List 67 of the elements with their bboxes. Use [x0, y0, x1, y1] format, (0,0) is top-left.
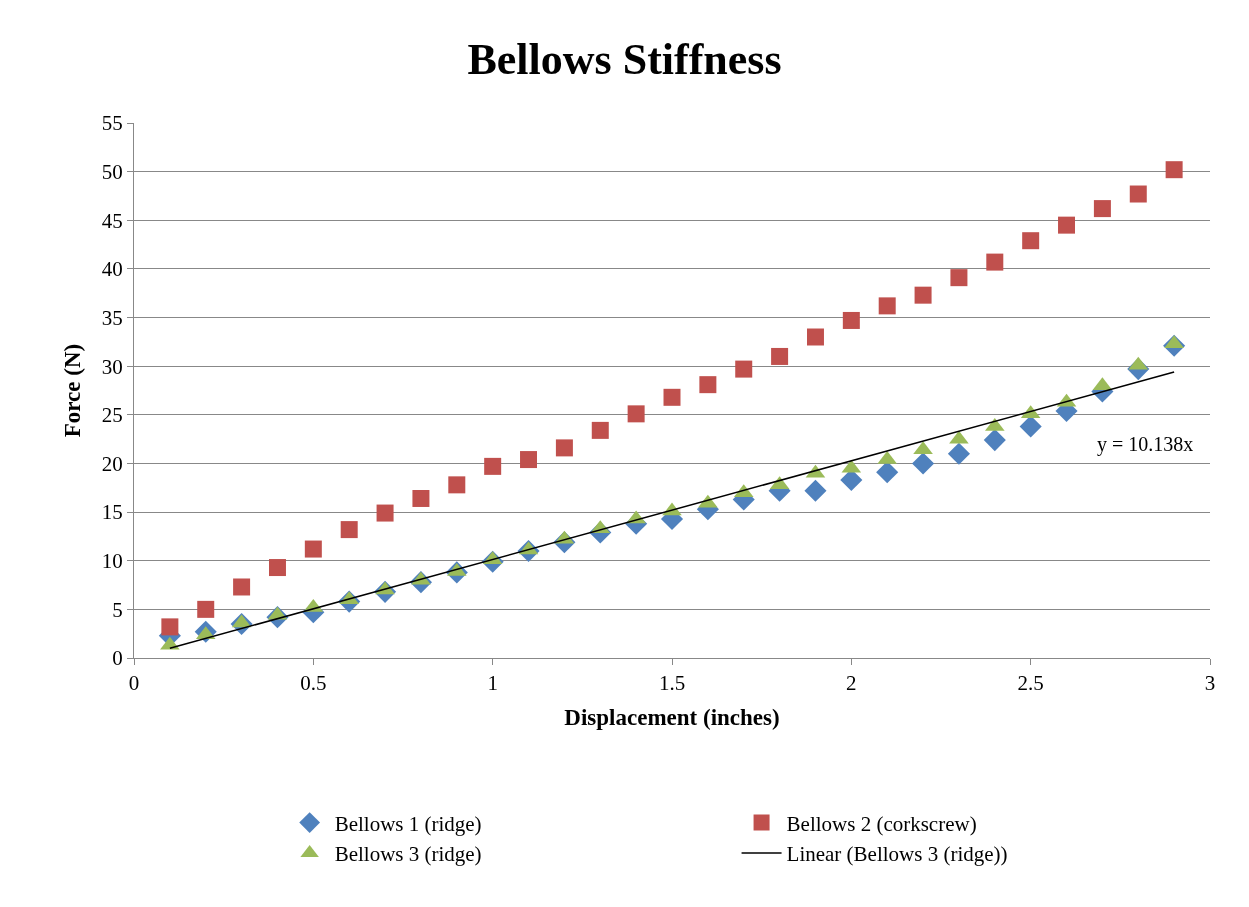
point — [698, 494, 718, 508]
x-tick-label: 0.5 — [300, 671, 327, 696]
point — [735, 360, 753, 378]
point — [268, 559, 286, 577]
point — [197, 600, 215, 618]
y-tick-label: 10 — [101, 549, 123, 574]
legend-label: Bellows 2 (corkscrew) — [786, 811, 977, 836]
x-tick-label: 2 — [846, 671, 857, 696]
y-tick-label: 50 — [101, 159, 123, 184]
y-tick-label: 25 — [101, 403, 123, 428]
point — [699, 376, 717, 394]
legend-label: Linear (Bellows 3 (ridge)) — [786, 842, 1008, 867]
point — [949, 430, 969, 444]
point — [950, 269, 968, 287]
y-axis-title: Force (N) — [60, 343, 86, 438]
point — [986, 253, 1004, 271]
y-tick-label: 15 — [101, 500, 123, 525]
y-tick-label: 30 — [101, 354, 123, 379]
x-tick-label: 3 — [1204, 671, 1216, 696]
point — [233, 578, 251, 596]
point — [1164, 335, 1184, 349]
y-tick-label: 35 — [101, 305, 123, 330]
point — [160, 636, 180, 650]
point — [804, 479, 827, 502]
point — [912, 452, 935, 475]
point — [983, 429, 1006, 452]
point — [914, 286, 932, 304]
point — [842, 311, 860, 329]
point — [947, 442, 970, 465]
point — [876, 461, 899, 484]
point — [663, 388, 681, 406]
annotation: y = 10.138x — [1097, 433, 1194, 456]
point — [520, 451, 538, 469]
x-tick-label: 1 — [487, 671, 498, 696]
point — [1165, 161, 1183, 179]
point — [448, 476, 466, 494]
point — [484, 457, 502, 475]
point — [1129, 185, 1147, 203]
x-tick-label: 2.5 — [1017, 671, 1044, 696]
point — [161, 618, 179, 636]
legend-label: Bellows 1 (ridge) — [334, 811, 482, 836]
point — [1022, 232, 1040, 250]
point — [376, 504, 394, 522]
x-tick-label: 0 — [128, 671, 140, 696]
point — [591, 421, 609, 439]
point — [1093, 200, 1111, 218]
chart-title: Bellows Stiffness — [467, 35, 782, 85]
point — [878, 297, 896, 315]
y-tick-label: 0 — [112, 646, 123, 671]
x-tick-label: 1.5 — [658, 671, 686, 696]
point — [627, 405, 645, 423]
point — [771, 347, 789, 365]
y-tick-label: 55 — [101, 111, 123, 136]
point — [412, 489, 430, 507]
point — [1019, 415, 1042, 438]
y-tick-label: 40 — [101, 257, 123, 282]
point — [1058, 216, 1076, 234]
point — [304, 540, 322, 558]
y-tick-label: 5 — [112, 597, 123, 622]
y-tick-label: 45 — [101, 208, 123, 233]
point — [913, 441, 933, 455]
point — [555, 439, 573, 457]
point — [340, 521, 358, 539]
x-axis-title: Displacement (inches) — [564, 704, 780, 730]
y-tick-label: 20 — [101, 451, 123, 476]
legend-label: Bellows 3 (ridge) — [334, 842, 482, 867]
point — [806, 328, 824, 346]
